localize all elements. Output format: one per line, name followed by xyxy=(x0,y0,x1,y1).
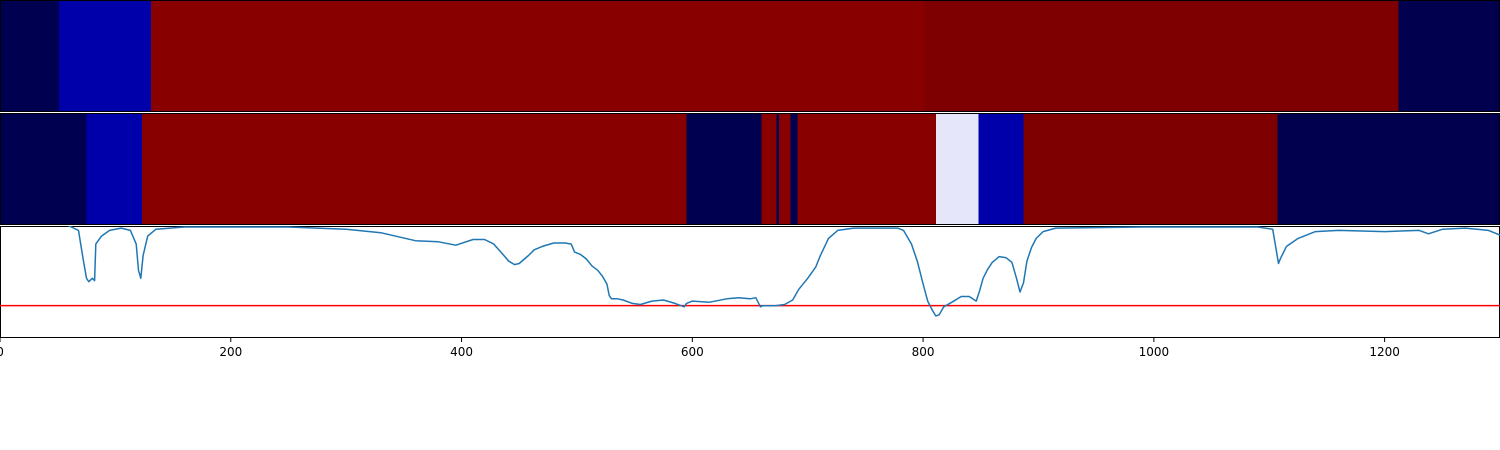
segment-bar xyxy=(86,113,142,225)
segment-tracks xyxy=(0,0,1500,225)
segment-bar xyxy=(1277,113,1500,225)
x-tick-label: 600 xyxy=(681,345,704,359)
segment-bar xyxy=(686,113,762,225)
x-tick-label: 200 xyxy=(219,345,242,359)
line-panel xyxy=(0,226,1500,338)
segment-bar xyxy=(935,113,979,225)
segment-bar xyxy=(151,0,925,112)
x-axis: 0 200 400 600 800 1000 1200 xyxy=(0,338,1400,359)
segment-bar xyxy=(141,113,687,225)
x-tick-label: 1000 xyxy=(1139,345,1170,359)
x-tick-label: 800 xyxy=(912,345,935,359)
series-line xyxy=(67,226,1500,317)
x-tick-label: 0 xyxy=(0,345,4,359)
segment-track-2 xyxy=(0,113,1500,225)
segment-track-1 xyxy=(0,0,1500,112)
segment-bar xyxy=(761,113,777,225)
x-tick-label: 400 xyxy=(450,345,473,359)
x-tick-label: 1200 xyxy=(1369,345,1400,359)
segment-bar xyxy=(1398,0,1500,112)
segment-bar xyxy=(924,0,1399,112)
segment-bar xyxy=(58,0,152,112)
segment-bar xyxy=(778,113,791,225)
line-panel-frame xyxy=(0,226,1500,338)
segment-bar xyxy=(978,113,1024,225)
segment-bar xyxy=(0,113,87,225)
segment-bar xyxy=(790,113,798,225)
segment-bar xyxy=(1023,113,1278,225)
segment-bar xyxy=(797,113,936,225)
segment-bar xyxy=(0,0,59,112)
segment-bar xyxy=(776,113,779,225)
